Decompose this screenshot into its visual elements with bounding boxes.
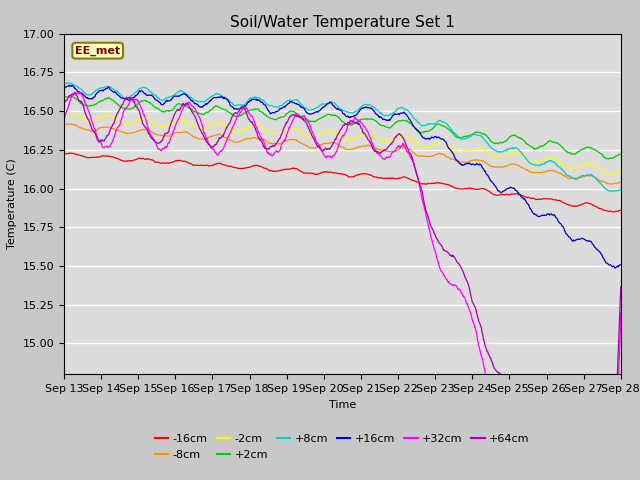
+64cm xyxy=(60,101,68,107)
+64cm xyxy=(542,433,550,439)
+16cm xyxy=(205,98,213,104)
+2cm xyxy=(617,151,625,157)
+2cm xyxy=(605,156,612,162)
+8cm xyxy=(205,95,213,101)
-8cm xyxy=(122,130,129,136)
Text: EE_met: EE_met xyxy=(75,46,120,56)
+16cm xyxy=(122,96,129,102)
+8cm xyxy=(541,160,549,166)
-16cm xyxy=(617,207,625,213)
+64cm xyxy=(299,117,307,122)
-2cm xyxy=(60,111,68,117)
-16cm xyxy=(541,196,549,202)
+32cm xyxy=(541,478,549,480)
+8cm xyxy=(299,103,307,108)
+2cm xyxy=(480,131,488,136)
Line: -2cm: -2cm xyxy=(64,113,621,174)
+32cm xyxy=(205,143,213,148)
+2cm xyxy=(541,141,549,147)
+64cm xyxy=(617,284,625,289)
Line: +64cm: +64cm xyxy=(64,92,621,437)
+2cm xyxy=(205,108,213,114)
+16cm xyxy=(66,83,74,88)
+64cm xyxy=(541,434,548,440)
Title: Soil/Water Temperature Set 1: Soil/Water Temperature Set 1 xyxy=(230,15,455,30)
+64cm xyxy=(480,338,488,344)
+32cm xyxy=(617,310,625,316)
+2cm xyxy=(65,94,72,99)
-2cm xyxy=(205,123,213,129)
-2cm xyxy=(480,147,488,153)
+2cm xyxy=(60,95,68,100)
-2cm xyxy=(122,121,129,127)
+32cm xyxy=(480,364,488,370)
+64cm xyxy=(70,89,78,95)
-16cm xyxy=(299,169,307,175)
+8cm xyxy=(64,80,72,85)
+64cm xyxy=(205,143,213,148)
+16cm xyxy=(60,86,68,92)
+16cm xyxy=(299,105,307,110)
Legend: -16cm, -8cm, -2cm, +2cm, +8cm, +16cm, +32cm, +64cm: -16cm, -8cm, -2cm, +2cm, +8cm, +16cm, +3… xyxy=(150,430,534,464)
+16cm xyxy=(457,162,465,168)
-8cm xyxy=(457,159,465,165)
-16cm xyxy=(205,163,213,168)
+16cm xyxy=(611,265,619,271)
+8cm xyxy=(608,188,616,194)
-16cm xyxy=(60,151,68,157)
Line: -8cm: -8cm xyxy=(64,124,621,184)
+32cm xyxy=(77,90,84,96)
-16cm xyxy=(480,186,488,192)
-2cm xyxy=(68,110,76,116)
-8cm xyxy=(67,121,75,127)
-8cm xyxy=(617,179,625,185)
Line: +32cm: +32cm xyxy=(64,93,621,480)
+2cm xyxy=(122,106,129,111)
Line: +8cm: +8cm xyxy=(64,83,621,191)
Line: -16cm: -16cm xyxy=(64,153,621,212)
-8cm xyxy=(60,122,68,128)
+32cm xyxy=(299,113,307,119)
-16cm xyxy=(610,209,618,215)
+32cm xyxy=(457,289,465,295)
-8cm xyxy=(205,134,213,140)
+8cm xyxy=(60,82,68,87)
+8cm xyxy=(480,136,488,142)
+16cm xyxy=(617,262,625,268)
-2cm xyxy=(457,149,465,155)
-8cm xyxy=(480,158,488,164)
-8cm xyxy=(607,181,614,187)
+32cm xyxy=(60,116,68,122)
-2cm xyxy=(541,156,549,162)
-8cm xyxy=(541,169,549,175)
+16cm xyxy=(480,167,488,172)
+64cm xyxy=(457,264,465,270)
+32cm xyxy=(122,107,129,112)
-2cm xyxy=(607,171,615,177)
+8cm xyxy=(617,186,625,192)
+2cm xyxy=(457,135,465,141)
-8cm xyxy=(299,141,307,146)
+2cm xyxy=(299,115,307,120)
+16cm xyxy=(541,212,549,218)
X-axis label: Time: Time xyxy=(329,400,356,409)
+64cm xyxy=(122,96,129,102)
-16cm xyxy=(122,158,129,164)
Line: +16cm: +16cm xyxy=(64,85,621,268)
+8cm xyxy=(122,96,129,101)
-2cm xyxy=(299,130,307,135)
-2cm xyxy=(617,167,625,173)
-16cm xyxy=(457,186,465,192)
-16cm xyxy=(65,150,73,156)
Line: +2cm: +2cm xyxy=(64,96,621,159)
Y-axis label: Temperature (C): Temperature (C) xyxy=(7,158,17,250)
+8cm xyxy=(457,136,465,142)
